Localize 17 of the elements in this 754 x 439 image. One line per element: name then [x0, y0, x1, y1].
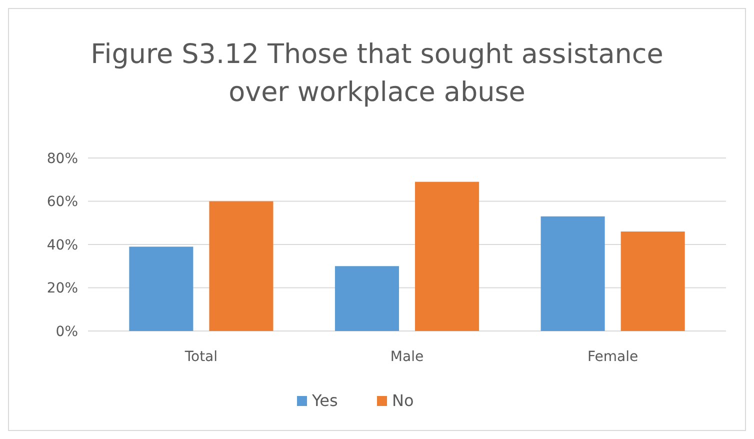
legend-label: Yes — [311, 391, 338, 410]
bar — [620, 232, 685, 331]
x-tick-label: Female — [587, 349, 638, 365]
bar — [415, 182, 480, 331]
bar — [334, 266, 399, 331]
y-tick-label: 80% — [46, 150, 78, 167]
bar — [209, 201, 274, 331]
x-tick-label: Total — [184, 349, 218, 365]
y-tick-label: 20% — [46, 280, 78, 297]
y-tick-label: 0% — [56, 324, 78, 340]
chart-title: Figure S3.12 Those that sought assistance over workplace abuse — [90, 39, 664, 108]
bar — [129, 246, 194, 331]
y-tick-label: 60% — [46, 194, 78, 210]
legend-label: No — [392, 391, 414, 410]
bar — [540, 216, 605, 331]
x-tick-label: Male — [390, 349, 424, 365]
y-tick-label: 40% — [46, 237, 78, 254]
